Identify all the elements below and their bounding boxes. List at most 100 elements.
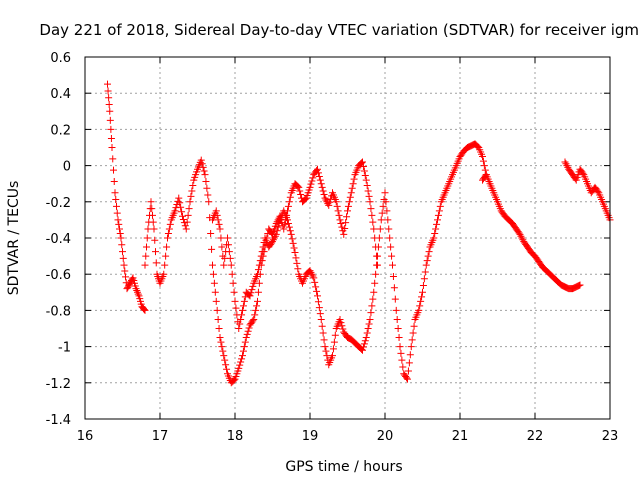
data-point-arc-b [205,198,213,206]
data-point-arc-c [368,302,376,310]
data-point-arc-c [212,207,220,215]
data-point-arc-b [366,198,374,206]
data-point-arc-c [369,295,377,303]
data-point-arc-b [230,376,238,384]
data-point-arc-a [113,202,120,210]
data-point-arc-b [280,225,288,233]
data-point-arc-c [416,302,424,310]
data-point-arc-b [295,183,303,191]
data-point-arc-c [434,211,442,219]
data-point-arc-a [141,306,149,314]
data-point-arc-c [248,286,256,294]
data-point-arc-c [256,257,264,265]
data-point-arc-c [258,248,266,256]
data-point-arc-b [165,225,173,233]
data-point-arc-c [309,272,317,280]
data-point-arc-b [244,327,252,335]
y-tick-label: -0.8 [46,304,71,319]
data-point-arc-c [237,315,245,323]
data-point-arc-c [408,336,416,344]
data-point-arc-d [518,234,526,242]
data-point-arc-b [219,347,227,355]
data-point-arc-b [144,225,152,233]
data-point-arc-c [308,270,316,278]
data-point-arc-b [208,245,216,253]
data-point-arc-d [516,230,524,238]
data-point-arc-b [235,364,243,372]
data-point-arc-c [213,211,221,219]
data-point-arc-b [220,352,228,360]
data-point-arc-b [307,180,315,188]
data-point-arc-c [406,351,414,359]
data-point-arc-b [370,225,378,233]
data-point-arc-c [226,254,234,262]
y-tick-label: 0.4 [50,87,71,102]
data-point-arc-b [362,176,370,184]
data-point-arc-b [203,184,211,192]
data-point-arc-b [337,220,345,228]
data-point-arc-c [403,374,411,382]
data-point-arc-c [270,234,278,242]
data-point-arc-c [224,234,231,242]
x-tick-label: 21 [452,429,469,444]
data-point-arc-c [418,293,426,301]
data-point-arc-a [107,134,115,142]
data-markers [104,80,614,387]
data-point-arc-c [425,248,433,256]
y-tick-label: -1.4 [46,413,71,428]
data-point-arc-c [381,189,389,197]
data-point-arc-c [216,225,224,233]
data-point-arc-c [320,336,328,344]
data-point-arc-e [561,158,569,166]
data-point-arc-b [241,338,249,346]
data-point-arc-c [359,343,367,351]
data-point-arc-b [341,224,349,232]
tick-labels: 16 17 18 19 20 21 22 23 0.6 0.4 0.2 0 -0.2 -0.4 -0.6 -0… [46,51,619,444]
data-point-arc-c [255,261,263,269]
data-point-arc-b [176,199,184,207]
data-point-arc-b [151,236,159,244]
data-point-arc-b [306,183,314,191]
data-point-arc-a [112,196,120,204]
data-point-arc-c [421,268,429,276]
data-point-arc-c [419,282,427,290]
data-point-arc-c [227,261,235,269]
data-point-arc-c [269,236,277,244]
data-point-arc-c [436,202,444,210]
data-point-arc-c [239,302,247,310]
data-point-arc-b [188,187,196,195]
data-point-arc-e [579,169,587,177]
data-point-arc-c [235,325,243,332]
data-point-arc-b [332,198,340,206]
data-point-arc-c [329,345,337,353]
data-point-arc-a [120,261,128,269]
data-point-arc-a [114,216,122,224]
data-point-arc-b [360,167,368,175]
data-point-arc-b [286,193,294,201]
y-tick-label: 0.2 [50,123,71,138]
data-point-arc-b [254,297,261,305]
data-point-arc-c [306,267,314,275]
data-point-arc-c [434,216,441,224]
data-point-arc-a [108,144,116,151]
data-point-arc-c [389,272,397,280]
data-point-arc-c [359,346,366,354]
data-point-arc-b [218,343,226,351]
data-point-arc-c [370,288,378,296]
data-point-arc-c [254,270,261,278]
data-point-arc-c [312,283,320,291]
data-point-arc-c [365,320,373,328]
data-point-arc-c [294,265,302,273]
data-point-arc-c [430,234,438,242]
data-point-arc-c [218,243,226,251]
data-point-arc-b [368,211,376,219]
data-point-arc-a [105,101,113,109]
data-point-arc-c [249,282,257,290]
data-point-arc-b [335,211,343,219]
data-point-arc-b [320,191,328,199]
data-point-arc-b [216,334,224,342]
data-point-arc-b [163,243,171,251]
data-point-arc-c [286,227,294,235]
